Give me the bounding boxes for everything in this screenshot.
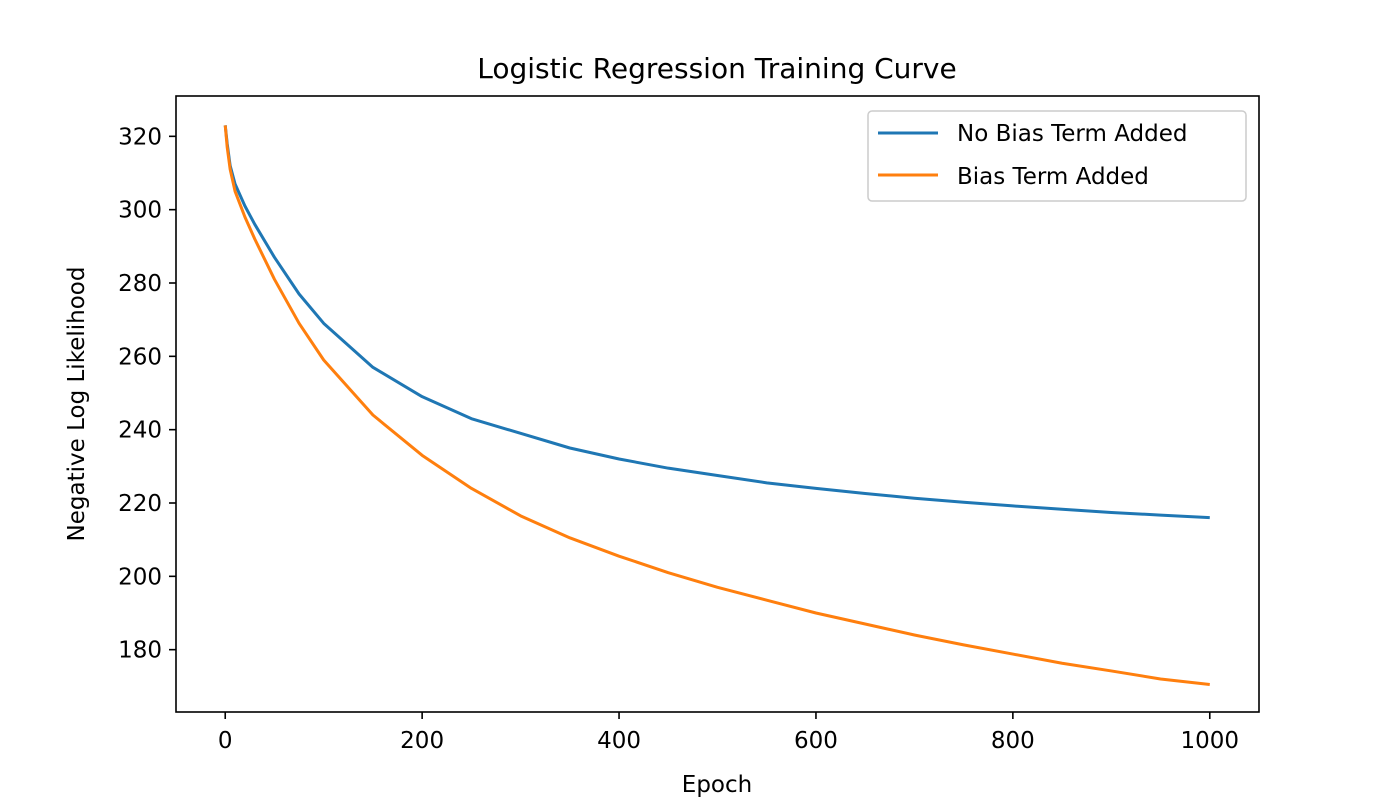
y-tick-label: 260 [118,344,162,370]
legend-box [867,110,1247,202]
x-tick-label: 400 [597,728,641,754]
series-line-bias [223,125,1210,686]
x-tick-label: 800 [991,728,1035,754]
x-tick-label: 0 [218,728,233,754]
x-tick-label: 600 [794,728,838,754]
y-tick-label: 280 [118,271,162,297]
chart-title: Logistic Regression Training Curve [477,52,956,85]
y-tick-label: 300 [118,198,162,224]
x-tick-label: 200 [400,728,444,754]
plot-area-frame [175,95,1260,713]
series-line-no-bias [223,125,1210,520]
legend-label-bias: Bias Term Added [957,164,1149,190]
x-axis-ticks: 0 200 400 600 800 1000 [218,712,1239,754]
x-axis-title: Epoch [682,772,752,798]
y-tick-label: 220 [118,491,162,517]
legend: No Bias Term Added Bias Term Added [867,110,1247,202]
y-tick-label: 180 [118,638,162,664]
x-tick-label: 1000 [1180,728,1239,754]
y-axis-title: Negative Log Likelihood [64,267,90,542]
y-tick-label: 240 [118,418,162,444]
series-layer [223,125,1210,686]
y-tick-label: 200 [118,564,162,590]
y-tick-label: 320 [118,124,162,150]
y-axis-ticks: 180 200 220 240 260 280 300 320 [118,124,176,664]
legend-label-no-bias: No Bias Term Added [957,121,1187,147]
